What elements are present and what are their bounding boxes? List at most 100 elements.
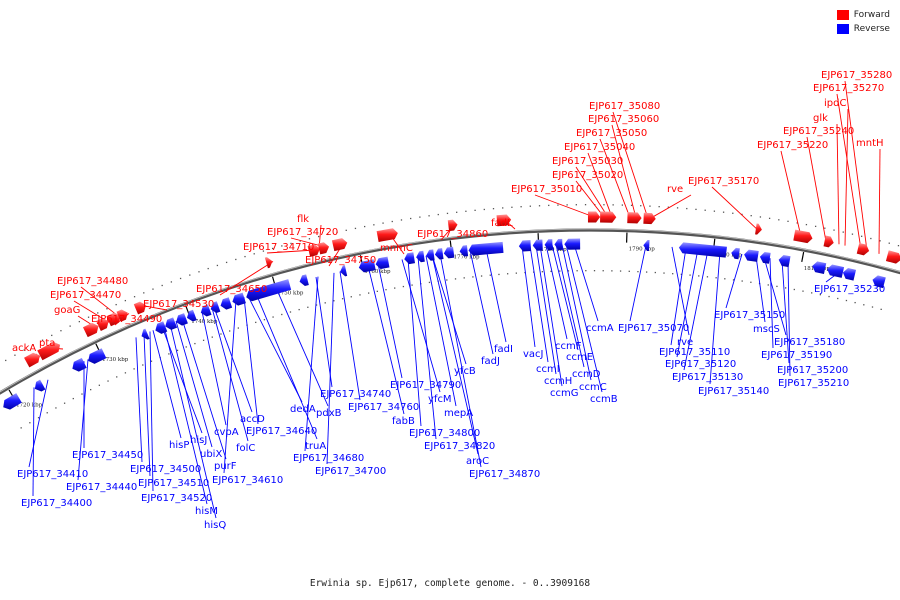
minor-tick	[465, 210, 467, 212]
minor-tick	[498, 273, 500, 276]
forward-label-ejp617-35080: EJP617_35080	[589, 101, 660, 112]
minor-tick	[437, 213, 439, 216]
reverse-gene-r34	[744, 249, 759, 262]
minor-tick	[732, 279, 735, 281]
leader-line	[339, 271, 361, 401]
minor-tick	[784, 287, 787, 289]
minor-tick	[14, 354, 16, 356]
minor-tick	[55, 407, 57, 409]
reverse-gene-r37	[812, 261, 827, 274]
reverse-label-purf: purF	[214, 461, 237, 472]
reverse-label-hisj: hisJ	[190, 435, 207, 446]
minor-tick	[851, 233, 854, 235]
minor-tick	[619, 270, 622, 272]
minor-tick	[225, 261, 228, 264]
reverse-label-ejp617-34700: EJP617_34700	[315, 466, 386, 477]
minor-tick	[107, 380, 109, 382]
reverse-gene-r1	[3, 393, 22, 410]
leader-line	[561, 244, 592, 381]
minor-tick	[253, 253, 255, 255]
leader-line	[80, 286, 121, 318]
minor-tick	[837, 297, 839, 300]
reverse-gene-r2	[34, 379, 46, 392]
minor-tick	[281, 245, 283, 247]
reverse-gene-r28	[544, 239, 553, 251]
leader-line	[417, 256, 437, 440]
minor-tick	[474, 209, 476, 211]
reverse-label-ccmh: ccmH	[544, 376, 572, 387]
minor-tick	[689, 274, 691, 276]
minor-tick	[116, 376, 118, 378]
leader-line	[534, 194, 595, 218]
minor-tick	[879, 240, 881, 242]
reverse-gene-r22	[434, 248, 444, 260]
minor-tick	[255, 321, 257, 324]
minor-tick	[411, 284, 413, 286]
forward-gene-mnmc	[376, 228, 398, 242]
leader-line	[431, 254, 467, 365]
minor-tick	[385, 289, 387, 291]
reverse-label-ejp617-35210: EJP617_35210	[778, 378, 849, 389]
minor-tick	[860, 235, 863, 237]
reverse-label-ubix: ubiX	[200, 449, 222, 460]
minor-tick	[324, 302, 326, 304]
leader-line	[711, 186, 758, 230]
minor-tick	[454, 278, 457, 280]
forward-label-rve: rve	[667, 184, 683, 195]
minor-tick	[271, 247, 274, 250]
reverse-label-ejp617-35150: EJP617_35150	[714, 310, 785, 321]
forward-gene-ejp617-34710	[307, 244, 320, 257]
forward-label-ejp617-35030: EJP617_35030	[552, 156, 623, 167]
reverse-gene-r30	[564, 238, 581, 250]
minor-tick	[768, 217, 771, 219]
minor-tick	[819, 294, 822, 296]
minor-tick	[298, 308, 300, 311]
minor-tick	[168, 353, 170, 355]
minor-tick	[811, 292, 813, 294]
minor-tick	[676, 207, 679, 209]
reverse-label-yfcm: yfcM	[428, 394, 452, 405]
reverse-label-trua: truA	[305, 441, 326, 452]
minor-tick	[559, 270, 561, 272]
minor-tick	[628, 270, 630, 272]
forward-gene-ejp617-35270	[856, 242, 870, 256]
reverse-gene-r15	[299, 274, 309, 287]
minor-tick	[593, 270, 596, 272]
reverse-gene-r27	[532, 239, 543, 251]
leader-line	[485, 248, 507, 343]
minor-tick	[612, 204, 614, 206]
minor-tick	[20, 427, 22, 429]
minor-tick	[207, 267, 209, 270]
leader-line	[671, 246, 690, 336]
minor-tick	[290, 242, 292, 245]
leader-line	[649, 194, 692, 219]
reverse-gene-r3	[72, 357, 87, 372]
minor-tick	[317, 235, 320, 238]
minor-tick	[880, 308, 882, 310]
leader-line	[612, 111, 649, 219]
leader-line	[844, 108, 849, 246]
forward-gene-ejp617-34490	[116, 309, 128, 322]
minor-tick	[897, 244, 900, 247]
minor-tick	[802, 290, 804, 292]
minor-tick	[115, 303, 117, 306]
reverse-label-ccme: ccmE	[566, 352, 593, 363]
minor-tick	[871, 306, 874, 308]
minor-tick	[90, 388, 92, 391]
reverse-gene-r5	[141, 328, 150, 340]
minor-tick	[333, 300, 335, 302]
minor-tick	[776, 285, 778, 288]
reverse-label-ejp617-34400: EJP617_34400	[21, 498, 92, 509]
reverse-label-ejp617-34500: EJP617_34500	[130, 464, 201, 475]
tick-label: 1760 kbp	[364, 269, 391, 275]
reverse-label-ejp617-35140: EJP617_35140	[698, 386, 769, 397]
tick-label: 1780 kbp	[541, 247, 568, 253]
minor-tick	[489, 274, 491, 276]
reverse-gene-r33	[731, 247, 740, 260]
leader-line	[469, 250, 494, 355]
reverse-swatch	[836, 24, 849, 34]
minor-tick	[472, 276, 474, 278]
leader-line	[787, 261, 791, 377]
forward-gene-ejp617-34720	[317, 242, 330, 255]
